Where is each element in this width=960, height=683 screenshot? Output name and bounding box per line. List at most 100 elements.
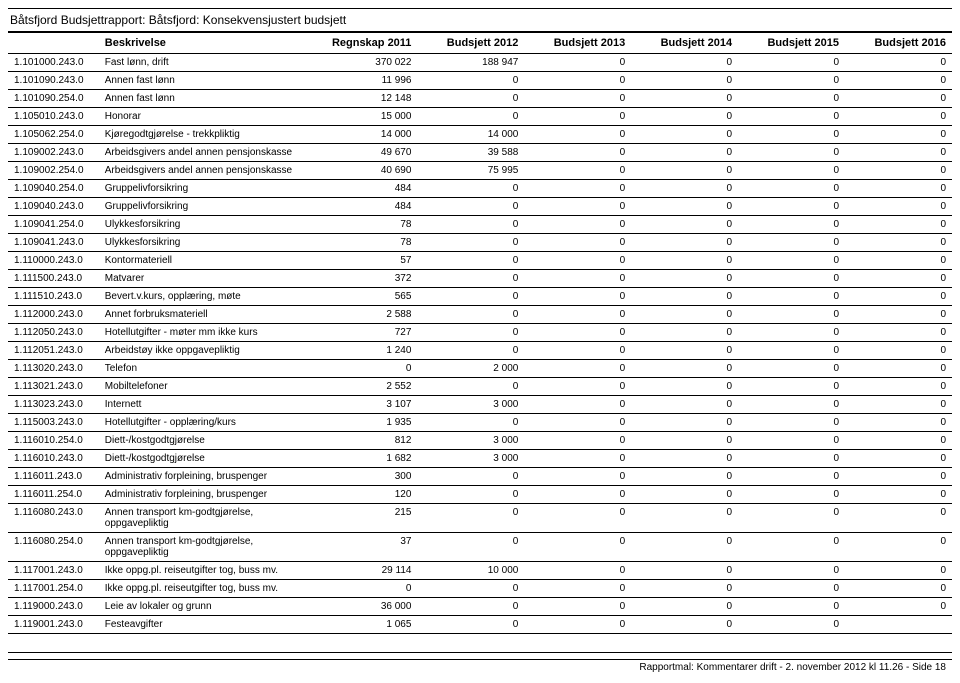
cell-value: 0 — [524, 306, 631, 324]
cell-value: 0 — [845, 324, 952, 342]
cell-value: 0 — [631, 504, 738, 533]
cell-desc: Bevert.v.kurs, opplæring, møte — [99, 288, 311, 306]
cell-value: 565 — [311, 288, 418, 306]
cell-desc: Ikke oppg.pl. reiseutgifter tog, buss mv… — [99, 580, 311, 598]
cell-value: 188 947 — [417, 54, 524, 72]
cell-desc: Arbeidsgivers andel annen pensjonskasse — [99, 162, 311, 180]
cell-value: 0 — [738, 378, 845, 396]
report-title: Båtsfjord Budsjettrapport: Båtsfjord: Ko… — [8, 8, 952, 32]
cell-value: 0 — [417, 378, 524, 396]
cell-value: 0 — [738, 216, 845, 234]
table-row: 1.117001.243.0Ikke oppg.pl. reiseutgifte… — [8, 562, 952, 580]
table-row: 1.113020.243.0Telefon02 0000000 — [8, 360, 952, 378]
cell-value: 0 — [738, 562, 845, 580]
cell-value: 15 000 — [311, 108, 418, 126]
cell-value: 49 670 — [311, 144, 418, 162]
table-row: 1.116010.243.0Diett-/kostgodtgjørelse1 6… — [8, 450, 952, 468]
cell-value: 0 — [524, 288, 631, 306]
cell-value: 0 — [845, 216, 952, 234]
cell-value: 0 — [845, 396, 952, 414]
cell-code: 1.116010.243.0 — [8, 450, 99, 468]
cell-value: 0 — [631, 450, 738, 468]
cell-value: 0 — [417, 180, 524, 198]
cell-code: 1.112050.243.0 — [8, 324, 99, 342]
col-budsjett-2013: Budsjett 2013 — [524, 33, 631, 54]
cell-value: 0 — [738, 324, 845, 342]
cell-value: 0 — [631, 306, 738, 324]
cell-desc: Hotellutgifter - opplæring/kurs — [99, 414, 311, 432]
cell-value: 0 — [417, 198, 524, 216]
cell-value: 0 — [845, 533, 952, 562]
cell-value: 0 — [738, 396, 845, 414]
cell-value: 0 — [845, 72, 952, 90]
cell-value: 29 114 — [311, 562, 418, 580]
cell-desc: Annen fast lønn — [99, 90, 311, 108]
cell-value: 0 — [417, 342, 524, 360]
cell-value: 0 — [631, 162, 738, 180]
cell-value: 14 000 — [311, 126, 418, 144]
cell-value: 0 — [631, 288, 738, 306]
cell-code: 1.119001.243.0 — [8, 616, 99, 634]
cell-desc: Annen transport km-godtgjørelse, oppgave… — [99, 533, 311, 562]
cell-code: 1.110000.243.0 — [8, 252, 99, 270]
cell-desc: Mobiltelefoner — [99, 378, 311, 396]
table-row: 1.109041.243.0Ulykkesforsikring7800000 — [8, 234, 952, 252]
cell-value: 0 — [524, 216, 631, 234]
cell-value: 0 — [524, 126, 631, 144]
table-row: 1.109041.254.0Ulykkesforsikring7800000 — [8, 216, 952, 234]
cell-value: 0 — [524, 342, 631, 360]
cell-code: 1.116010.254.0 — [8, 432, 99, 450]
cell-value: 2 588 — [311, 306, 418, 324]
cell-value: 0 — [524, 396, 631, 414]
cell-value: 0 — [524, 504, 631, 533]
cell-desc: Administrativ forpleining, bruspenger — [99, 486, 311, 504]
cell-desc: Gruppelivforsikring — [99, 198, 311, 216]
cell-desc: Leie av lokaler og grunn — [99, 598, 311, 616]
table-row: 1.110000.243.0Kontormateriell5700000 — [8, 252, 952, 270]
cell-value: 0 — [631, 54, 738, 72]
cell-value: 0 — [417, 234, 524, 252]
cell-value: 0 — [845, 486, 952, 504]
cell-value: 0 — [631, 180, 738, 198]
cell-code: 1.117001.243.0 — [8, 562, 99, 580]
table-row: 1.112051.243.0Arbeidstøy ikke oppgavepli… — [8, 342, 952, 360]
cell-desc: Administrativ forpleining, bruspenger — [99, 468, 311, 486]
cell-value: 14 000 — [417, 126, 524, 144]
cell-value: 0 — [845, 126, 952, 144]
col-budsjett-2012: Budsjett 2012 — [417, 33, 524, 54]
budget-table: Beskrivelse Regnskap 2011 Budsjett 2012 … — [8, 32, 952, 653]
cell-empty — [524, 634, 631, 653]
cell-empty — [845, 634, 952, 653]
cell-value: 57 — [311, 252, 418, 270]
cell-value: 3 000 — [417, 432, 524, 450]
cell-desc: Matvarer — [99, 270, 311, 288]
cell-value: 0 — [524, 270, 631, 288]
cell-value: 0 — [845, 414, 952, 432]
cell-value: 0 — [738, 288, 845, 306]
cell-desc: Annet forbruksmateriell — [99, 306, 311, 324]
cell-value: 0 — [524, 598, 631, 616]
cell-value: 0 — [845, 54, 952, 72]
cell-value: 0 — [845, 252, 952, 270]
cell-value: 372 — [311, 270, 418, 288]
table-row: 1.112050.243.0Hotellutgifter - møter mm … — [8, 324, 952, 342]
cell-value: 484 — [311, 198, 418, 216]
cell-value: 0 — [631, 562, 738, 580]
cell-value: 0 — [417, 486, 524, 504]
cell-code: 1.119000.243.0 — [8, 598, 99, 616]
cell-value: 0 — [631, 234, 738, 252]
cell-value: 36 000 — [311, 598, 418, 616]
table-row: 1.115003.243.0Hotellutgifter - opplæring… — [8, 414, 952, 432]
cell-value: 0 — [738, 126, 845, 144]
cell-value: 40 690 — [311, 162, 418, 180]
cell-value: 0 — [631, 324, 738, 342]
cell-value: 0 — [524, 54, 631, 72]
cell-value: 0 — [845, 144, 952, 162]
table-row: 1.109040.243.0Gruppelivforsikring4840000… — [8, 198, 952, 216]
cell-value: 78 — [311, 216, 418, 234]
cell-value: 120 — [311, 486, 418, 504]
cell-value: 0 — [738, 252, 845, 270]
cell-value: 370 022 — [311, 54, 418, 72]
cell-code: 1.112000.243.0 — [8, 306, 99, 324]
cell-value: 0 — [631, 616, 738, 634]
